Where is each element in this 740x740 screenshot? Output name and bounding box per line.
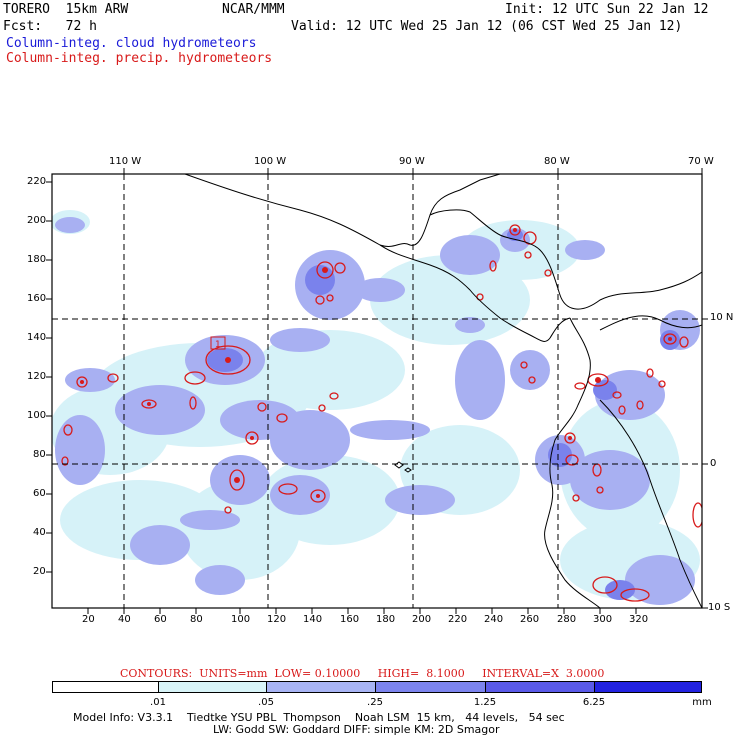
lat-label: 10 N bbox=[710, 312, 734, 323]
x-tick-label: 160 bbox=[340, 614, 360, 625]
x-tick-label: 260 bbox=[520, 614, 540, 625]
contour-info: CONTOURS: UNITS=mm LOW= 0.10000 HIGH= 8.… bbox=[120, 667, 605, 680]
coastlines bbox=[184, 174, 702, 608]
tick-marks bbox=[46, 168, 708, 614]
lat-label: 10 S bbox=[708, 602, 731, 613]
x-tick-label: 40 bbox=[118, 614, 131, 625]
colorbar-bin bbox=[266, 681, 376, 693]
x-tick-label: 100 bbox=[231, 614, 251, 625]
y-tick-label: 220 bbox=[27, 176, 47, 187]
x-tick-label: 200 bbox=[412, 614, 432, 625]
y-tick-label: 20 bbox=[33, 566, 46, 577]
map-frame bbox=[51, 173, 703, 609]
y-tick-label: 80 bbox=[33, 449, 46, 460]
x-tick-label: 240 bbox=[484, 614, 504, 625]
x-tick-label: 20 bbox=[82, 614, 95, 625]
label-box-text: 1 bbox=[215, 340, 221, 350]
y-tick-label: 40 bbox=[33, 527, 46, 538]
init-time: Init: 12 UTC Sun 22 Jan 12 bbox=[505, 2, 709, 17]
colorbar-label: 1.25 bbox=[473, 697, 497, 708]
model-name: TORERO 15km ARW bbox=[3, 2, 129, 17]
y-tick-label: 120 bbox=[27, 371, 47, 382]
precip-cores bbox=[80, 228, 672, 498]
physics-info: LW: Godd SW: Goddard DIFF: simple KM: 2D… bbox=[213, 723, 500, 736]
lon-label: 70 W bbox=[688, 156, 714, 167]
colorbar-label: .25 bbox=[367, 697, 383, 708]
x-tick-label: 120 bbox=[267, 614, 287, 625]
field-precip-title: Column-integ. precip. hydrometeors bbox=[6, 51, 273, 66]
lon-label: 80 W bbox=[544, 156, 570, 167]
x-tick-label: 320 bbox=[629, 614, 649, 625]
y-tick-label: 160 bbox=[27, 293, 47, 304]
x-tick-label: 60 bbox=[154, 614, 167, 625]
x-tick-label: 220 bbox=[448, 614, 468, 625]
x-tick-label: 180 bbox=[376, 614, 396, 625]
y-tick-label: 200 bbox=[27, 215, 47, 226]
y-tick-label: 60 bbox=[33, 488, 46, 499]
colorbar-bin bbox=[375, 681, 486, 693]
lon-label: 100 W bbox=[254, 156, 287, 167]
y-tick-label: 100 bbox=[27, 410, 47, 421]
graticule bbox=[52, 174, 702, 608]
x-tick-label: 80 bbox=[190, 614, 203, 625]
valid-time: Valid: 12 UTC Wed 25 Jan 12 (06 CST Wed … bbox=[291, 19, 683, 34]
colorbar-bin bbox=[158, 681, 267, 693]
model-info: Model Info: V3.3.1 Tiedtke YSU PBL Thomp… bbox=[73, 711, 565, 724]
colorbar-bin bbox=[52, 681, 159, 693]
organization: NCAR/MMM bbox=[222, 2, 285, 17]
lat-label: 0 bbox=[710, 458, 717, 469]
colorbar-label: .01 bbox=[150, 697, 166, 708]
colorbar-unit: mm bbox=[692, 697, 712, 708]
colorbar-bin bbox=[594, 681, 702, 693]
field-cloud-title: Column-integ. cloud hydrometeors bbox=[6, 36, 257, 51]
colorbar-label: .05 bbox=[258, 697, 274, 708]
x-tick-label: 280 bbox=[557, 614, 577, 625]
lon-label: 90 W bbox=[399, 156, 425, 167]
y-tick-label: 140 bbox=[27, 332, 47, 343]
y-tick-label: 180 bbox=[27, 254, 47, 265]
x-tick-label: 300 bbox=[593, 614, 613, 625]
label-box bbox=[210, 336, 226, 350]
colorbar-bin bbox=[485, 681, 595, 693]
forecast-hour: Fcst: 72 h bbox=[3, 19, 97, 34]
x-tick-label: 140 bbox=[303, 614, 323, 625]
precip-contours bbox=[61, 224, 702, 602]
colorbar-label: 6.25 bbox=[582, 697, 606, 708]
lon-label: 110 W bbox=[109, 156, 142, 167]
